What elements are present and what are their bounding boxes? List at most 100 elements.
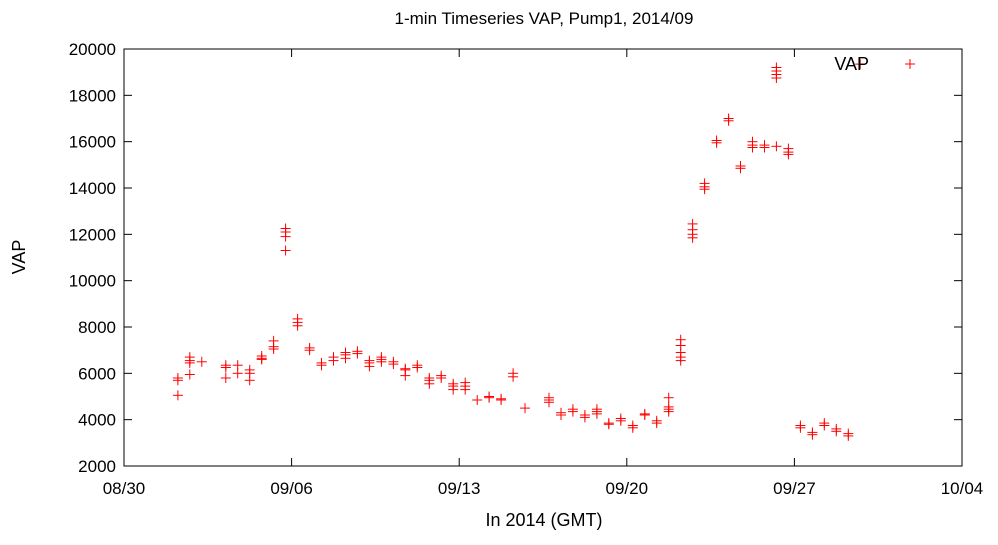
data-point bbox=[364, 361, 375, 372]
y-tick: 10000 bbox=[69, 272, 962, 291]
data-point bbox=[759, 142, 770, 153]
data-point bbox=[855, 59, 866, 70]
y-tick: 6000 bbox=[78, 364, 962, 383]
data-point bbox=[280, 231, 291, 242]
x-tick-label: 09/27 bbox=[773, 479, 816, 498]
data-point bbox=[316, 360, 327, 371]
x-tick: 09/20 bbox=[606, 49, 649, 498]
x-tick: 10/04 bbox=[941, 49, 984, 498]
data-point bbox=[699, 184, 710, 195]
data-point bbox=[268, 344, 279, 354]
data-point bbox=[172, 390, 183, 401]
data-point bbox=[220, 362, 231, 373]
y-tick-label: 16000 bbox=[69, 133, 116, 152]
data-point bbox=[819, 420, 830, 431]
data-point bbox=[579, 412, 590, 423]
x-tick-label: 09/20 bbox=[606, 479, 649, 498]
y-tick-label: 6000 bbox=[78, 364, 116, 383]
data-point bbox=[567, 406, 578, 417]
data-point bbox=[436, 373, 447, 383]
data-point bbox=[735, 163, 746, 174]
data-point bbox=[352, 348, 363, 359]
x-tick-label: 08/30 bbox=[103, 479, 146, 498]
y-tick: 20000 bbox=[69, 40, 962, 59]
data-point bbox=[771, 141, 782, 152]
data-point bbox=[591, 408, 602, 419]
data-point bbox=[663, 392, 674, 403]
y-axis-title: VAP bbox=[9, 240, 29, 275]
data-point bbox=[496, 395, 507, 405]
data-point bbox=[556, 410, 566, 420]
data-point bbox=[172, 375, 183, 386]
x-tick: 09/27 bbox=[773, 49, 816, 498]
data-point bbox=[376, 356, 387, 367]
data-point bbox=[256, 354, 267, 365]
x-axis: 08/30 09/06 09/13 09/20 09/27 10/04 bbox=[103, 49, 984, 498]
y-tick-label: 2000 bbox=[78, 457, 116, 476]
data-point bbox=[663, 406, 674, 417]
data-points bbox=[172, 59, 866, 441]
x-tick: 08/30 bbox=[103, 49, 146, 498]
data-point bbox=[747, 142, 758, 153]
y-tick: 8000 bbox=[78, 318, 962, 337]
y-tick: 12000 bbox=[69, 225, 962, 244]
data-point bbox=[627, 422, 638, 433]
data-point bbox=[340, 353, 351, 364]
y-tick-label: 14000 bbox=[69, 179, 116, 198]
plot-area-frame bbox=[123, 48, 963, 467]
data-point bbox=[723, 115, 734, 126]
y-axis: 2000 4000 6000 8000 10000 12000 14000 16000 1800… bbox=[69, 40, 962, 476]
chart-title: 1-min Timeseries VAP, Pump1, 2014/09 bbox=[395, 9, 694, 28]
data-point bbox=[544, 397, 554, 408]
data-point bbox=[400, 370, 411, 381]
y-tick-label: 20000 bbox=[69, 40, 116, 59]
data-point bbox=[783, 149, 794, 160]
data-point bbox=[232, 368, 243, 379]
y-tick: 14000 bbox=[69, 179, 962, 198]
data-point bbox=[639, 410, 650, 420]
y-tick: 2000 bbox=[78, 457, 962, 476]
data-point bbox=[280, 245, 291, 256]
y-tick-label: 18000 bbox=[69, 86, 116, 105]
data-point bbox=[795, 422, 806, 433]
data-point bbox=[687, 232, 698, 243]
y-tick-label: 12000 bbox=[69, 225, 116, 244]
data-point bbox=[388, 359, 399, 370]
data-point bbox=[651, 418, 662, 429]
data-point bbox=[675, 355, 686, 366]
data-point bbox=[184, 357, 195, 368]
legend-marker bbox=[905, 59, 915, 69]
data-point bbox=[484, 392, 495, 403]
x-tick-label: 10/04 bbox=[941, 479, 984, 498]
data-point bbox=[292, 320, 303, 331]
data-point bbox=[244, 375, 255, 386]
data-point bbox=[807, 429, 818, 440]
data-point bbox=[508, 371, 519, 382]
legend: VAP bbox=[834, 54, 915, 74]
data-point bbox=[328, 355, 339, 366]
data-point bbox=[196, 356, 207, 367]
y-tick: 18000 bbox=[69, 86, 962, 105]
data-point bbox=[424, 378, 435, 389]
data-point bbox=[843, 430, 854, 441]
y-tick-label: 8000 bbox=[78, 318, 116, 337]
data-point bbox=[304, 345, 315, 356]
x-tick-label: 09/13 bbox=[438, 479, 481, 498]
x-tick: 09/13 bbox=[438, 49, 481, 498]
data-point bbox=[472, 395, 483, 405]
x-tick-label: 09/06 bbox=[270, 479, 313, 498]
data-point bbox=[771, 73, 782, 83]
data-point bbox=[603, 419, 614, 430]
y-tick-label: 10000 bbox=[69, 272, 116, 291]
x-tick: 09/06 bbox=[270, 49, 313, 498]
data-point bbox=[520, 403, 530, 414]
y-tick: 4000 bbox=[78, 411, 962, 430]
y-tick-label: 4000 bbox=[78, 411, 116, 430]
data-point bbox=[220, 373, 231, 383]
data-point bbox=[615, 415, 626, 426]
data-point bbox=[831, 426, 842, 437]
legend-label: VAP bbox=[834, 54, 869, 74]
data-point bbox=[711, 137, 722, 148]
